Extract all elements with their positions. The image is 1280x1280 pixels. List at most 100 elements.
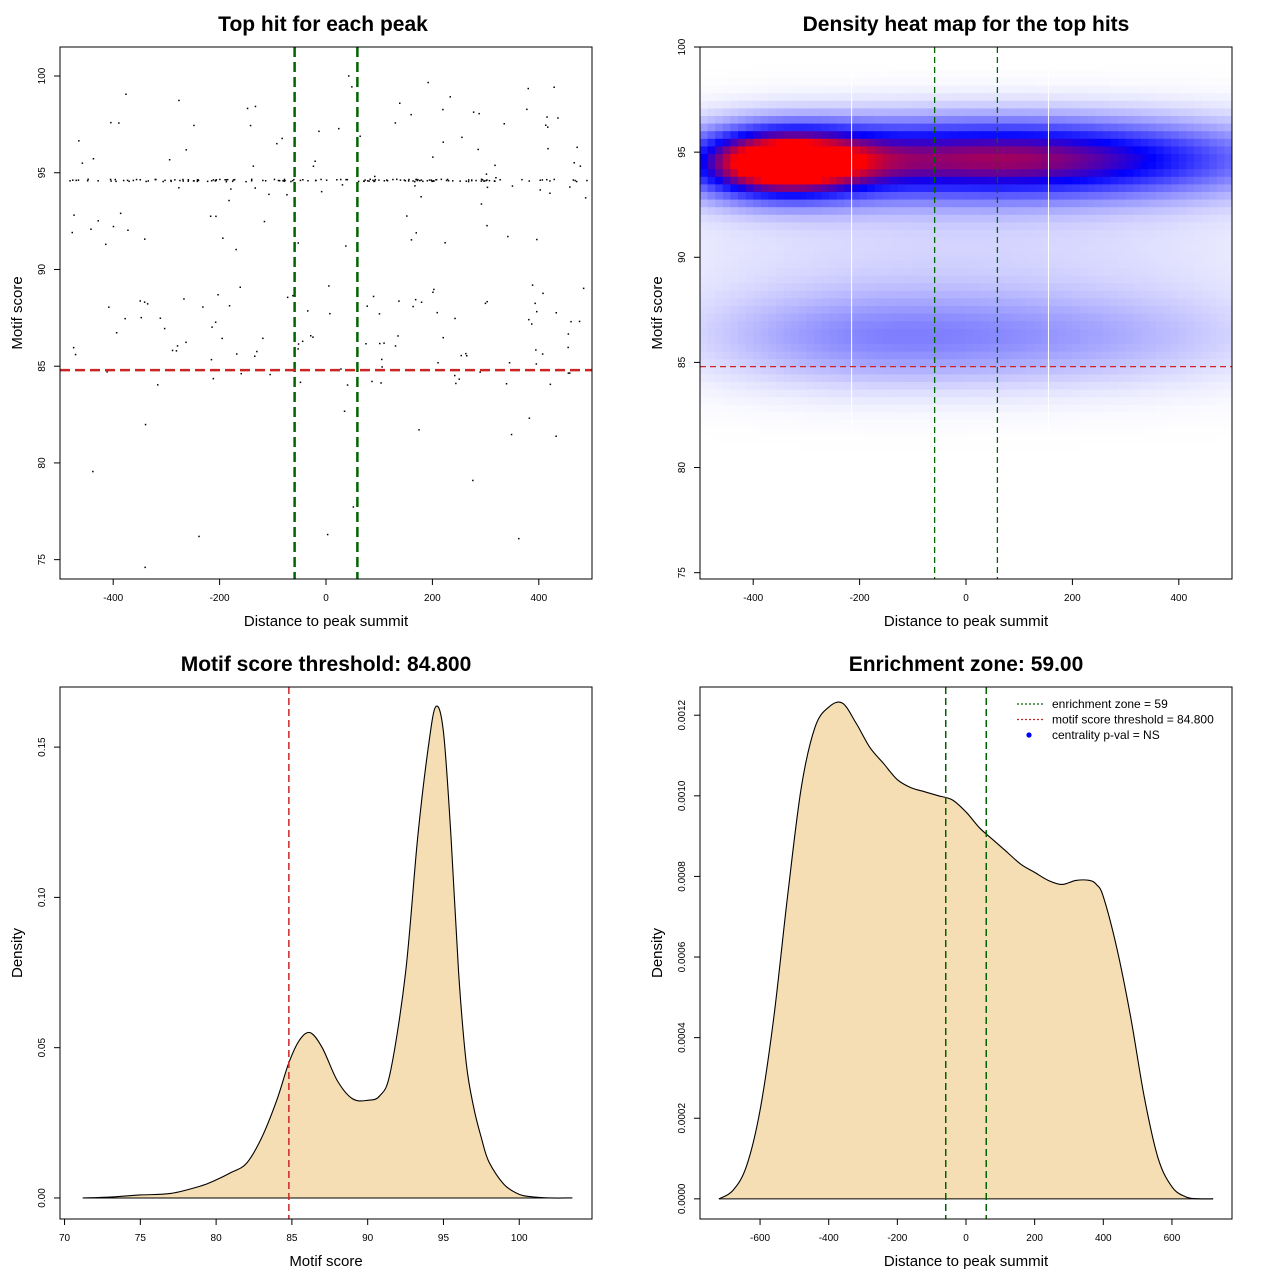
heatmap-cell <box>715 427 724 436</box>
heatmap-cell <box>943 221 952 230</box>
heatmap-cell <box>1087 206 1096 215</box>
heatmap-cell <box>821 472 830 481</box>
heatmap-cell <box>966 320 975 329</box>
heatmap-cell <box>760 168 769 177</box>
heatmap-cell <box>783 411 792 420</box>
scatter-point <box>175 350 178 352</box>
heatmap-cell <box>791 69 800 78</box>
heatmap-cell <box>1118 396 1127 405</box>
scatter-point <box>239 286 241 288</box>
heatmap-cell <box>1095 168 1104 177</box>
heatmap-cell <box>821 335 830 344</box>
heatmap-cell <box>1080 54 1089 63</box>
heatmap-cell <box>1080 161 1089 170</box>
heatmap-cell <box>1110 290 1119 299</box>
heatmap-cell <box>1194 153 1203 162</box>
heatmap-cell <box>912 449 921 458</box>
heatmap-cell <box>707 427 716 436</box>
heatmap-cell <box>753 221 762 230</box>
heatmap-cell <box>715 297 724 306</box>
heatmap-cell <box>1034 472 1043 481</box>
heatmap-cell <box>859 381 868 390</box>
heatmap-cell <box>707 495 716 504</box>
heatmap-cell <box>935 191 944 200</box>
heatmap-cell <box>897 221 906 230</box>
heatmap-cell <box>1095 297 1104 306</box>
heatmap-cell <box>1042 115 1051 124</box>
heatmap-cell <box>988 183 997 192</box>
heatmap-cell <box>760 145 769 154</box>
heatmap-cell <box>966 541 975 550</box>
heatmap-cell <box>836 313 845 322</box>
heatmap-cell <box>912 252 921 261</box>
heatmap-cell <box>912 130 921 139</box>
heatmap-cell <box>1125 320 1134 329</box>
heatmap-cell <box>829 305 838 314</box>
heatmap-cell <box>928 252 937 261</box>
heatmap-cell <box>1019 244 1028 253</box>
heatmap-cell <box>753 457 762 466</box>
heatmap-cell <box>753 313 762 322</box>
heatmap-cell <box>829 457 838 466</box>
heatmap-cell <box>791 320 800 329</box>
scatter-point <box>546 116 548 118</box>
heatmap-cell <box>730 449 739 458</box>
heatmap-cell <box>821 214 830 223</box>
heatmap-cell <box>1148 487 1157 496</box>
heatmap-cell <box>836 69 845 78</box>
heatmap-cell <box>730 282 739 291</box>
heatmap-cell <box>1102 69 1111 78</box>
scatter-point <box>381 366 383 368</box>
heatmap-cell <box>852 237 861 246</box>
heatmap-cell <box>1011 138 1020 147</box>
heatmap-cell <box>814 168 823 177</box>
heatmap-cell <box>806 320 815 329</box>
heatmap-cell <box>1057 343 1066 352</box>
heatmap-cell <box>912 47 921 56</box>
heatmap-cell <box>1178 130 1187 139</box>
heatmap-cell <box>715 563 724 572</box>
heatmap-cell <box>1011 275 1020 284</box>
heatmap-cell <box>928 563 937 572</box>
heatmap-cell <box>943 183 952 192</box>
heatmap-cell <box>836 275 845 284</box>
heatmap-cell <box>814 161 823 170</box>
heatmap-cell <box>1118 168 1127 177</box>
heatmap-cell <box>1163 244 1172 253</box>
heatmap-cell <box>791 313 800 322</box>
heatmap-cell <box>1064 351 1073 360</box>
heatmap-cell <box>715 69 724 78</box>
heatmap-cell <box>859 259 868 268</box>
heatmap-cell <box>1186 237 1195 246</box>
heatmap-cell <box>973 465 982 474</box>
heatmap-cell <box>776 100 785 109</box>
heatmap-cell <box>1011 457 1020 466</box>
heatmap-cell <box>715 465 724 474</box>
heatmap-cell <box>981 176 990 185</box>
heatmap-cell <box>1133 427 1142 436</box>
heatmap-cell <box>1133 191 1142 200</box>
heatmap-cell <box>1118 275 1127 284</box>
scatter-point <box>352 506 355 508</box>
heatmap-cell <box>776 153 785 162</box>
heatmap-cell <box>1057 161 1066 170</box>
heatmap-cell <box>859 183 868 192</box>
heatmap-cell <box>981 69 990 78</box>
heatmap-cell <box>700 138 709 147</box>
heatmap-cell <box>1133 282 1142 291</box>
heatmap-cell <box>920 130 929 139</box>
heatmap-cell <box>852 275 861 284</box>
heatmap-cell <box>821 518 830 527</box>
scatter-point <box>503 123 505 125</box>
heatmap-cell <box>1133 100 1142 109</box>
heatmap-cell <box>707 351 716 360</box>
heatmap-cell <box>821 313 830 322</box>
heatmap-cell <box>1186 191 1195 200</box>
heatmap-cell <box>844 434 853 443</box>
heatmap-cell <box>867 191 876 200</box>
heatmap-cell <box>1110 480 1119 489</box>
heatmap-cell <box>798 259 807 268</box>
heatmap-cell <box>1133 62 1142 71</box>
heatmap-cell <box>1148 62 1157 71</box>
heatmap-cell <box>1140 85 1149 94</box>
